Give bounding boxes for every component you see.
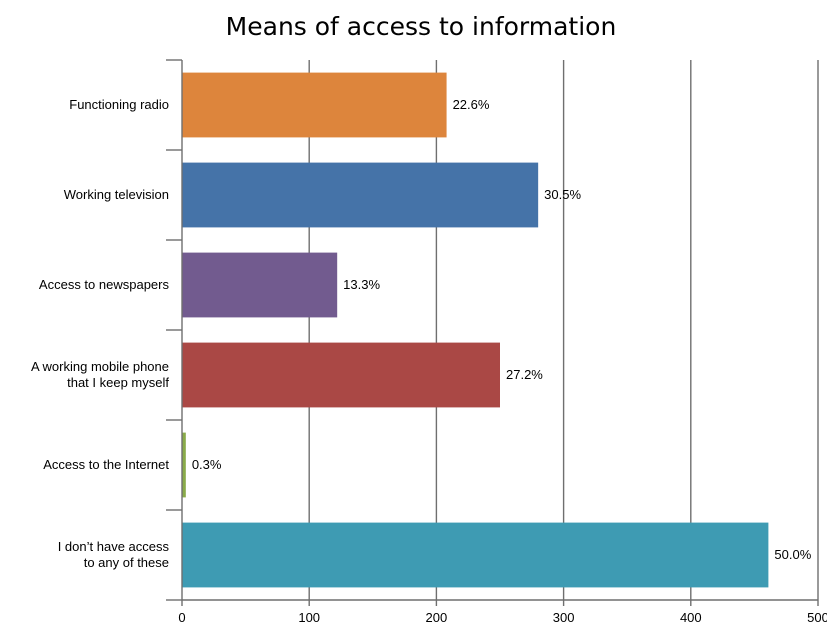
category-label-line: to any of these: [84, 555, 169, 570]
x-tick-label: 200: [426, 610, 448, 623]
data-label: 50.0%: [774, 547, 811, 562]
x-tick-label: 400: [680, 610, 702, 623]
category-label: Functioning radio: [69, 97, 169, 112]
category-label-line: Functioning radio: [69, 97, 169, 112]
gridlines: [308, 60, 819, 600]
bar: [182, 162, 539, 228]
category-label-line: Access to newspapers: [39, 277, 170, 292]
bars: [182, 72, 769, 588]
category-label-line: that I keep myself: [67, 375, 169, 390]
category-label: I don’t have access to any of these: [58, 539, 170, 570]
category-label: Access to the Internet: [43, 457, 169, 472]
data-label: 0.3%: [192, 457, 222, 472]
category-label-line: A working mobile phone: [31, 359, 169, 374]
category-label-line: I don’t have access: [58, 539, 170, 554]
axes: [166, 59, 819, 606]
data-label: 27.2%: [506, 367, 543, 382]
data-label: 22.6%: [453, 97, 490, 112]
bar: [182, 522, 769, 588]
category-label: Access to newspapers: [39, 277, 170, 292]
data-label: 13.3%: [343, 277, 380, 292]
bar: [182, 72, 447, 138]
chart-title: Means of access to information: [226, 12, 617, 41]
bar: [182, 342, 500, 408]
category-label: A working mobile phone that I keep myself: [31, 359, 169, 390]
category-label: Working television: [64, 187, 169, 202]
category-label-line: Access to the Internet: [43, 457, 169, 472]
x-tick-label: 0: [178, 610, 185, 623]
bar: [182, 432, 186, 498]
x-tick-label: 100: [298, 610, 320, 623]
data-label: 30.5%: [544, 187, 581, 202]
x-tick-label: 500: [807, 610, 827, 623]
bar: [182, 252, 338, 318]
category-label-line: Working television: [64, 187, 169, 202]
labels: 0 100 200 300 400 500 22.6% Functioning radio 30…: [31, 97, 827, 623]
x-tick-label: 300: [553, 610, 575, 623]
